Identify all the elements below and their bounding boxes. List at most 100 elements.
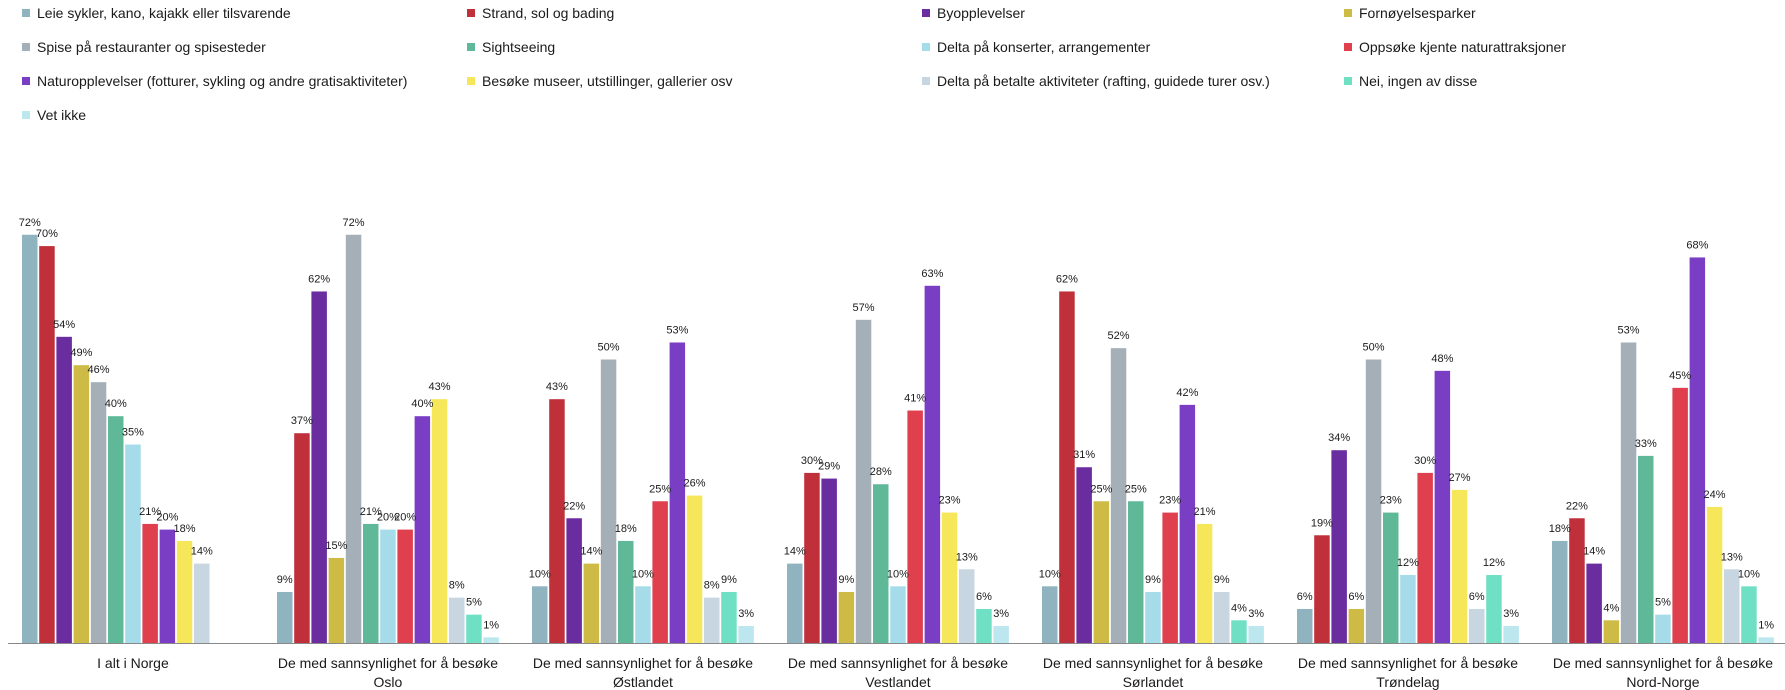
bar: [142, 523, 158, 643]
legend-swatch: [22, 77, 30, 85]
data-label: 21%: [360, 506, 382, 518]
legend-swatch: [467, 43, 475, 51]
data-label: 9%: [1145, 574, 1161, 586]
legend-label: Naturopplevelser (fotturer, sykling og a…: [37, 73, 408, 89]
data-label: 30%: [1414, 455, 1436, 467]
bar: [618, 540, 634, 643]
legend-item: Delta på konserter, arrangementer: [922, 39, 1150, 55]
bar: [125, 444, 141, 643]
data-label: 9%: [1214, 574, 1230, 586]
bar: [311, 291, 327, 643]
bar: [738, 625, 754, 643]
data-label: 23%: [1159, 495, 1181, 507]
data-label: 41%: [904, 393, 926, 405]
data-label: 1%: [483, 619, 499, 631]
bar: [1655, 614, 1671, 643]
data-label: 57%: [853, 302, 875, 314]
data-label: 33%: [1635, 438, 1657, 450]
bar: [22, 234, 38, 643]
bar: [1231, 620, 1247, 643]
data-label: 53%: [1618, 324, 1640, 336]
data-label: 18%: [174, 523, 196, 535]
legend-item: Leie sykler, kano, kajakk eller tilsvare…: [22, 5, 291, 21]
legend-swatch: [22, 43, 30, 51]
data-label: 50%: [598, 342, 620, 354]
data-label: 31%: [1073, 449, 1095, 461]
legend-swatch: [22, 111, 30, 119]
bar: [855, 319, 872, 643]
data-label: 6%: [1469, 591, 1485, 603]
bar: [1196, 523, 1213, 643]
category-label: De med sannsynlighet for å besøke: [1298, 655, 1518, 671]
data-label: 18%: [615, 523, 637, 535]
bar: [686, 495, 703, 643]
legend-item: Vet ikke: [22, 107, 86, 123]
data-label: 21%: [1194, 506, 1216, 518]
data-label: 5%: [466, 597, 482, 609]
data-label: 6%: [976, 591, 992, 603]
data-label: 43%: [546, 381, 568, 393]
data-label: 8%: [449, 580, 465, 592]
legend-item: Naturopplevelser (fotturer, sykling og a…: [22, 73, 407, 89]
legend-swatch: [1344, 43, 1352, 51]
data-label: 28%: [870, 466, 892, 478]
data-label: 10%: [632, 568, 654, 580]
data-label: 10%: [1738, 568, 1760, 580]
bar: [1434, 370, 1451, 643]
bar: [328, 557, 345, 643]
category-label: Nord-Norge: [1626, 674, 1699, 690]
data-label: 40%: [105, 398, 127, 410]
data-label: 3%: [993, 608, 1009, 620]
legend-label: Vet ikke: [37, 107, 87, 123]
bar: [873, 484, 889, 643]
data-label: 3%: [1248, 608, 1264, 620]
bar: [1486, 574, 1502, 643]
data-label: 3%: [738, 608, 754, 620]
data-label: 10%: [887, 568, 909, 580]
bar: [363, 523, 379, 643]
data-label: 54%: [53, 319, 75, 331]
bar: [890, 586, 906, 643]
data-label: 20%: [156, 512, 178, 524]
bar: [1179, 404, 1196, 643]
legend-item: Nei, ingen av disse: [1344, 73, 1477, 89]
legend-label: Fornøyelsesparker: [1359, 5, 1476, 21]
category-label: Østlandet: [613, 674, 673, 690]
bar: [431, 399, 448, 643]
bar: [1059, 291, 1075, 643]
bar: [941, 512, 958, 643]
legend-item: Strand, sol og bading: [467, 5, 614, 21]
data-label: 3%: [1503, 608, 1519, 620]
bar: [449, 597, 465, 643]
bar: [1365, 359, 1382, 643]
bar: [1552, 540, 1568, 643]
data-label: 68%: [1686, 239, 1708, 251]
data-label: 45%: [1669, 370, 1691, 382]
data-label: 25%: [649, 483, 671, 495]
data-label: 62%: [308, 273, 330, 285]
legend-label: Delta på konserter, arrangementer: [937, 39, 1151, 55]
data-label: 20%: [377, 512, 399, 524]
data-label: 52%: [1108, 330, 1130, 342]
category-label: I alt i Norge: [97, 655, 169, 671]
category-label: De med sannsynlighet for å besøke: [533, 655, 753, 671]
bar: [1076, 467, 1092, 643]
bar: [821, 478, 837, 643]
bar: [1758, 637, 1774, 643]
bar: [56, 336, 72, 643]
data-label: 30%: [801, 455, 823, 467]
legend-label: Delta på betalte aktiviteter (rafting, g…: [937, 73, 1270, 89]
legend-swatch: [467, 9, 475, 17]
data-label: 19%: [1311, 517, 1333, 529]
legend-swatch: [922, 43, 930, 51]
legend-label: Byopplevelser: [937, 5, 1025, 21]
bar: [1383, 512, 1399, 643]
bar: [1503, 625, 1519, 643]
data-label: 5%: [1655, 597, 1671, 609]
data-label: 48%: [1431, 353, 1453, 365]
bar: [1638, 455, 1654, 643]
bar: [294, 433, 310, 643]
bar: [277, 591, 293, 643]
data-label: 26%: [684, 478, 706, 490]
data-label: 20%: [394, 512, 416, 524]
